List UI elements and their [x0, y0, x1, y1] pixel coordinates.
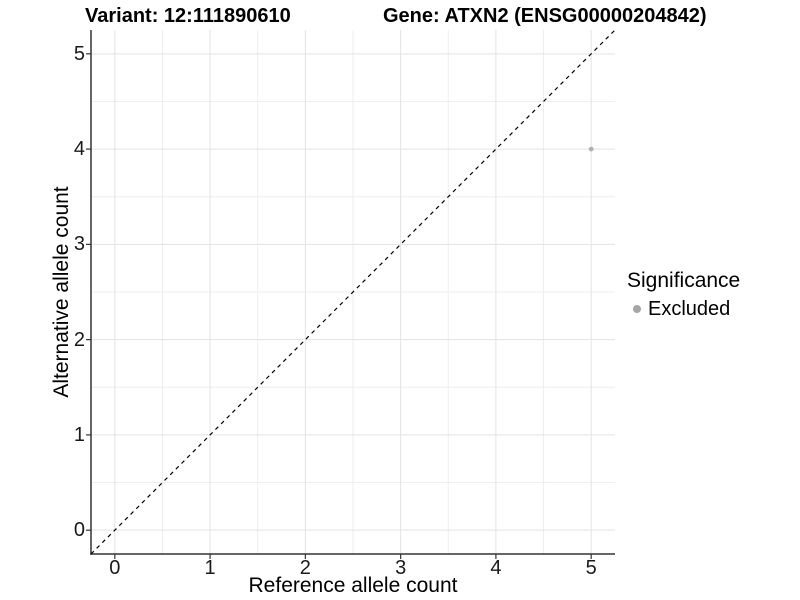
y-tick-label: 2 — [73, 328, 85, 351]
legend-key-dot-icon — [633, 305, 641, 313]
data-point — [588, 146, 594, 152]
y-tick-label: 5 — [73, 42, 85, 65]
plot-title-gene: Gene: ATXN2 (ENSG00000204842) — [383, 5, 707, 27]
identity-line — [90, 29, 616, 555]
x-tick-label: 5 — [585, 557, 597, 579]
x-tick-label: 1 — [204, 557, 216, 579]
x-tick-label: 4 — [490, 557, 502, 579]
legend-item-label: Excluded — [648, 298, 731, 320]
x-axis-title: Reference allele count — [248, 574, 458, 597]
x-tick-label: 2 — [299, 557, 311, 579]
legend-item-excluded: Excluded — [627, 297, 740, 321]
legend-title: Significance — [627, 269, 741, 292]
y-tick-label: 1 — [73, 423, 85, 446]
x-tick-label: 3 — [395, 557, 407, 579]
legend: Significance Excluded — [627, 268, 740, 321]
y-axis-title: Alternative allele count — [50, 186, 73, 398]
plot-title-variant: Variant: 12:111890610 — [85, 5, 291, 27]
y-tick-label: 4 — [73, 138, 85, 161]
y-tick-label: 0 — [73, 519, 85, 542]
y-tick-label: 3 — [73, 233, 85, 256]
x-tick-label: 0 — [109, 557, 121, 579]
